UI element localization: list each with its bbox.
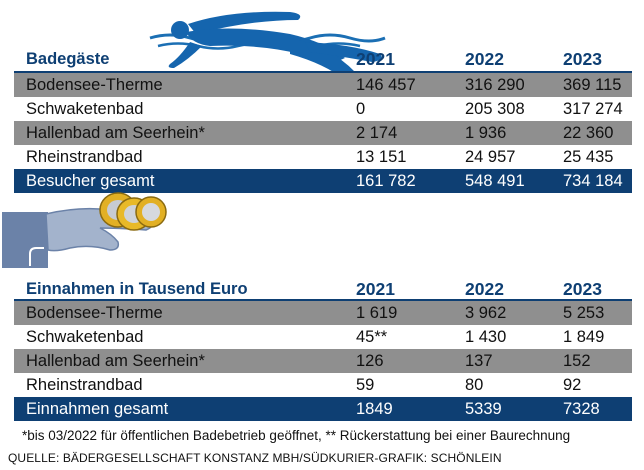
cell-2021: 45** <box>356 328 388 346</box>
table-row: Rheinstrandbad 59 80 92 <box>14 373 632 397</box>
visitors-year-2022: 2022 <box>465 49 504 69</box>
cell-2022: 1 430 <box>465 328 507 346</box>
cell-2023: 5 253 <box>563 304 605 322</box>
table-row: Bodensee-Therme 146 457 316 290 369 115 <box>14 73 632 97</box>
cell-2023: 22 360 <box>563 124 614 142</box>
revenue-year-2023: 2023 <box>563 279 602 299</box>
table-row: Bodensee-Therme 1 619 3 962 5 253 <box>14 301 632 325</box>
table-row: Hallenbad am Seerhein* 2 174 1 936 22 36… <box>14 121 632 145</box>
row-label: Rheinstrandbad <box>26 376 143 394</box>
swimmer-icon <box>149 11 386 81</box>
cell-2023: 1 849 <box>563 328 605 346</box>
source-line: QUELLE: BÄDERGESELLSCHAFT KONSTANZ MBH/S… <box>8 451 502 465</box>
total-label: Besucher gesamt <box>26 172 155 190</box>
cell-2021: 126 <box>356 352 384 370</box>
table-row: Hallenbad am Seerhein* 126 137 152 <box>14 349 632 373</box>
revenue-year-2022: 2022 <box>465 279 504 299</box>
footnote: *bis 03/2022 für öffentlichen Badebetrie… <box>22 428 571 443</box>
visitors-header-rule <box>14 71 632 73</box>
revenue-title: Einnahmen in Tausend Euro <box>26 280 248 298</box>
cell-2022: 1 936 <box>465 124 507 142</box>
cell-2022: 24 957 <box>465 148 516 166</box>
total-2022: 5339 <box>465 400 502 418</box>
row-label: Hallenbad am Seerhein* <box>26 124 205 142</box>
visitors-title: Badegäste <box>26 50 110 68</box>
revenue-year-2021: 2021 <box>356 279 395 299</box>
hand-coins-icon <box>2 192 167 268</box>
cell-2023: 152 <box>563 352 591 370</box>
cell-2022: 3 962 <box>465 304 507 322</box>
cell-2022: 137 <box>465 352 493 370</box>
row-label: Schwaketenbad <box>26 100 144 118</box>
total-2021: 161 782 <box>356 172 416 190</box>
cell-2022: 316 290 <box>465 76 525 94</box>
cell-2021: 146 457 <box>356 76 416 94</box>
table-row: Rheinstrandbad 13 151 24 957 25 435 <box>14 145 632 169</box>
cell-2021: 0 <box>356 100 366 118</box>
row-label: Rheinstrandbad <box>26 148 143 166</box>
cell-2023: 317 274 <box>563 100 623 118</box>
row-label: Schwaketenbad <box>26 328 144 346</box>
cell-2023: 25 435 <box>563 148 614 166</box>
table-row: Schwaketenbad 0 205 308 317 274 <box>14 97 632 121</box>
total-row: Einnahmen gesamt 1849 5339 7328 <box>14 397 632 421</box>
cell-2021: 1 619 <box>356 304 398 322</box>
cell-2023: 369 115 <box>563 76 622 94</box>
row-label: Bodensee-Therme <box>26 76 163 94</box>
cell-2022: 80 <box>465 376 484 394</box>
cell-2021: 13 151 <box>356 148 407 166</box>
cell-2021: 2 174 <box>356 124 398 142</box>
total-2021: 1849 <box>356 400 393 418</box>
total-2023: 7328 <box>563 400 600 418</box>
revenue-header-rule <box>14 299 632 301</box>
visitors-year-2021: 2021 <box>356 49 395 69</box>
visitors-year-2023: 2023 <box>563 49 602 69</box>
row-label: Bodensee-Therme <box>26 304 163 322</box>
total-label: Einnahmen gesamt <box>26 400 169 418</box>
cell-2023: 92 <box>563 376 582 394</box>
table-row: Schwaketenbad 45** 1 430 1 849 <box>14 325 632 349</box>
row-label: Hallenbad am Seerhein* <box>26 352 205 370</box>
cell-2022: 205 308 <box>465 100 525 118</box>
total-2022: 548 491 <box>465 172 525 190</box>
total-2023: 734 184 <box>563 172 623 190</box>
total-row: Besucher gesamt 161 782 548 491 734 184 <box>14 169 632 193</box>
cell-2021: 59 <box>356 376 375 394</box>
